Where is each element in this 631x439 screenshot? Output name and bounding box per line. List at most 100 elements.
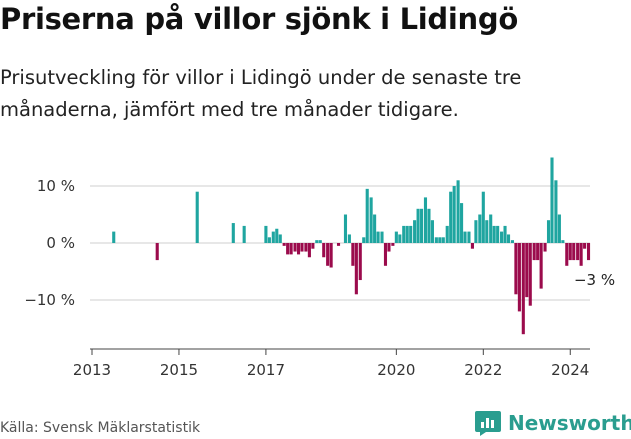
bar-5 <box>264 225 268 243</box>
x-tick-label-5: 2024 <box>551 361 589 379</box>
bar-44 <box>413 220 417 243</box>
bar-55 <box>452 186 456 243</box>
source-note: Källa: Svensk Mäklarstatistik <box>0 420 201 436</box>
bar-84 <box>557 214 561 243</box>
bar-20 <box>318 240 322 243</box>
bar-18 <box>311 243 315 249</box>
x-tick-label-3: 2020 <box>377 361 415 379</box>
bar-68 <box>500 231 504 243</box>
bar-56 <box>456 180 460 243</box>
bar-22 <box>326 243 330 266</box>
bar-chart: 10 % 0 % −10 % 2013 2015 2017 2020 2022 2024 −3 % <box>24 157 615 379</box>
bar-60 <box>470 243 474 249</box>
newsworthy-logo-icon <box>475 411 501 436</box>
bar-71 <box>510 240 514 243</box>
bar-10 <box>282 243 286 246</box>
bar-63 <box>481 191 485 243</box>
x-tick-label-2: 2017 <box>247 361 285 379</box>
bar-17 <box>307 243 311 258</box>
chart-title: Priserna på villor sjönk i Lidingö <box>0 2 518 36</box>
bar-65 <box>489 214 493 243</box>
bar-89 <box>576 243 580 261</box>
x-tick-label-0: 2013 <box>73 361 111 379</box>
bar-59 <box>467 231 471 243</box>
bar-4 <box>242 225 246 243</box>
bar-64 <box>485 220 489 243</box>
bar-28 <box>354 243 358 295</box>
chart-subtitle: Prisutveckling för villor i Lidingö unde… <box>0 66 522 121</box>
bar-0 <box>112 231 116 243</box>
bar-82 <box>550 157 554 243</box>
bar-74 <box>521 243 525 335</box>
bar-16 <box>304 243 308 252</box>
bar-79 <box>539 243 543 289</box>
bar-9 <box>278 234 282 243</box>
bar-12 <box>289 243 293 255</box>
bar-23 <box>329 243 333 268</box>
bar-61 <box>474 220 478 243</box>
bar-38 <box>391 243 395 246</box>
bar-90 <box>579 243 583 266</box>
bar-72 <box>514 243 518 295</box>
bar-24 <box>336 243 341 246</box>
bar-80 <box>543 243 547 252</box>
bar-36 <box>383 243 388 266</box>
bar-29 <box>358 243 362 281</box>
bar-40 <box>398 234 402 243</box>
last-value-label: −3 % <box>574 271 615 289</box>
bar-3 <box>231 223 235 243</box>
bar-78 <box>536 243 540 261</box>
bar-47 <box>423 197 428 243</box>
bar-42 <box>405 225 409 243</box>
bar-76 <box>528 243 532 306</box>
y-tick-label-0: 10 % <box>37 177 75 195</box>
bar-70 <box>506 234 511 243</box>
bar-33 <box>373 214 377 243</box>
bar-43 <box>409 225 413 243</box>
x-tick-label-1: 2015 <box>160 361 198 379</box>
bar-54 <box>449 191 453 243</box>
y-tick-label-1: 0 % <box>46 234 75 252</box>
bar-91 <box>583 243 587 249</box>
bar-26 <box>347 234 351 243</box>
bar-92 <box>586 243 591 261</box>
bar-21 <box>322 243 326 258</box>
bar-73 <box>517 243 521 312</box>
bar-58 <box>463 231 467 243</box>
bar-69 <box>503 225 507 243</box>
bar-66 <box>492 225 496 243</box>
bar-37 <box>387 243 391 252</box>
brand-logo: Newsworthy <box>474 409 631 437</box>
bar-27 <box>351 243 355 266</box>
bar-67 <box>496 225 500 243</box>
bar-19 <box>315 240 319 243</box>
y-tick-label-2: −10 % <box>24 291 75 309</box>
bar-48 <box>427 208 431 243</box>
bar-25 <box>343 214 348 243</box>
bar-8 <box>275 228 279 243</box>
bar-32 <box>369 197 373 243</box>
bar-7 <box>271 231 275 243</box>
bar-87 <box>568 243 572 261</box>
bar-88 <box>572 243 576 261</box>
bar-35 <box>380 231 384 243</box>
bar-11 <box>286 243 290 255</box>
brand-name: Newsworthy <box>508 411 631 435</box>
bar-15 <box>300 243 304 252</box>
bar-86 <box>565 243 569 266</box>
bar-62 <box>478 214 482 243</box>
bar-85 <box>561 240 565 243</box>
bar-83 <box>554 180 558 243</box>
bar-41 <box>402 225 406 243</box>
x-tick-label-4: 2022 <box>464 361 502 379</box>
bar-52 <box>441 237 445 243</box>
bar-14 <box>296 243 301 255</box>
bar-81 <box>546 220 551 243</box>
bar-75 <box>525 243 529 298</box>
bar-39 <box>394 231 398 243</box>
bar-49 <box>430 220 434 243</box>
bar-77 <box>532 243 536 261</box>
tick-labels: 10 % 0 % −10 % 2013 2015 2017 2020 2022 2024 −3 % <box>24 177 615 379</box>
bar-30 <box>362 237 366 243</box>
bar-2 <box>195 191 199 243</box>
